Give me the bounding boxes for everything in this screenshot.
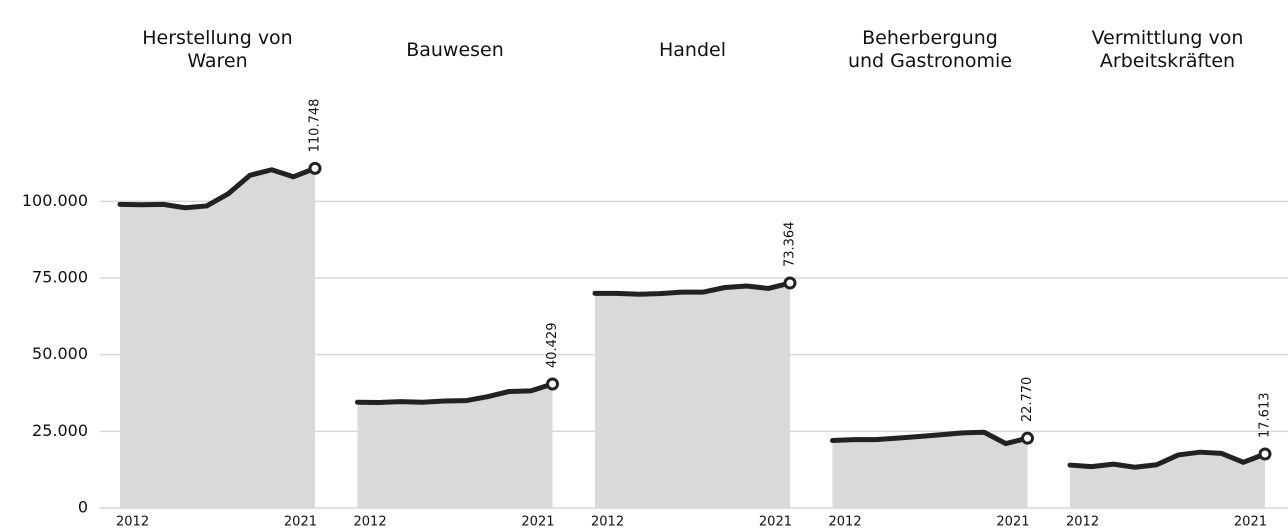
x-tick-label: 2021 <box>1234 515 1267 530</box>
x-tick-label: 2012 <box>116 515 149 530</box>
x-tick-label: 2012 <box>829 515 862 530</box>
x-tick-label: 2012 <box>591 515 624 530</box>
line <box>830 429 1030 447</box>
point-marker <box>546 377 559 391</box>
panel-title: Herstellung von Waren <box>142 27 293 72</box>
value-label: 40.429 <box>545 323 560 369</box>
x-tick-label: 2021 <box>759 515 792 530</box>
line <box>1067 449 1268 470</box>
x-tick-label: 2021 <box>284 515 317 530</box>
y-tick-label: 0 <box>78 498 88 517</box>
value-label: 110.748 <box>308 99 323 153</box>
panel-title: Bauwesen <box>406 38 504 61</box>
value-label: 17.613 <box>1258 392 1273 438</box>
line <box>355 381 555 406</box>
point-marker <box>783 276 797 290</box>
line <box>592 280 793 297</box>
x-tick-label: 2021 <box>996 515 1029 530</box>
x-tick-label: 2012 <box>1066 515 1099 530</box>
y-tick-label: 100.000 <box>22 191 88 210</box>
area <box>595 283 790 508</box>
panel-title: Vermittlung von Arbeitskräften <box>1091 27 1244 72</box>
y-tick-label: 75.000 <box>32 268 88 287</box>
panel-title: Beherbergung und Gastronomie <box>847 27 1013 72</box>
y-tick-label: 25.000 <box>32 421 88 440</box>
x-tick-label: 2021 <box>521 515 554 530</box>
value-label: 73.364 <box>783 222 798 268</box>
x-tick-label: 2012 <box>354 515 387 530</box>
area <box>120 168 315 508</box>
panel-title: Handel <box>658 38 726 61</box>
area <box>357 384 553 508</box>
point-marker <box>1258 447 1272 461</box>
point-marker <box>308 161 322 175</box>
value-label: 22.770 <box>1020 377 1035 423</box>
area <box>832 432 1028 508</box>
line <box>117 165 318 211</box>
y-tick-label: 50.000 <box>32 344 88 363</box>
point-marker <box>1021 431 1034 445</box>
